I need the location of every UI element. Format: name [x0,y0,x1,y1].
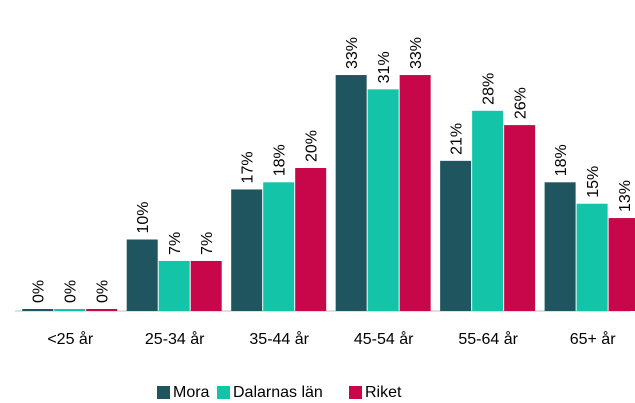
bar [440,160,472,311]
data-label: 18% [272,144,289,176]
x-tick-label: 35-44 år [249,330,309,348]
bar [335,75,367,311]
data-label: 7% [167,232,184,255]
legend-swatch [349,386,362,399]
bar [544,182,576,311]
data-label: 31% [376,51,393,83]
data-label: 15% [585,166,602,198]
data-label: 13% [617,180,634,212]
bar [190,260,222,311]
x-tick-label: 65+ år [570,330,616,348]
bar [22,309,54,311]
bar [263,182,295,311]
bar [504,125,536,311]
bar [86,309,118,311]
legend-label: Riket [365,384,402,401]
data-label: 33% [344,37,361,69]
x-tick-label: <25 år [47,330,93,348]
legend-swatch [157,386,170,399]
data-label: 18% [553,144,570,176]
bar [367,89,399,311]
data-label: 20% [304,130,321,162]
data-label: 10% [135,201,152,233]
x-tick-label: 25-34 år [145,330,205,348]
x-tick-label: 55-64 år [458,330,518,348]
x-tick-label: 45-54 år [354,330,414,348]
data-label: 21% [449,123,466,155]
data-label: 28% [481,73,498,105]
bar [576,203,608,311]
data-label: 17% [240,151,257,183]
bar [126,239,158,311]
bar [608,218,635,311]
bar [158,260,190,311]
data-label: 0% [63,280,80,303]
data-label: 0% [31,280,48,303]
legend-swatch [217,386,230,399]
data-label: 33% [408,37,425,69]
bar [399,75,431,311]
bar [472,110,504,311]
legend-label: Mora [173,384,210,401]
data-label: 7% [199,232,216,255]
bar [54,309,86,311]
bar [295,168,327,311]
legend-label: Dalarnas län [233,384,323,401]
data-label: 26% [513,87,530,119]
bar [231,189,263,311]
data-label: 0% [95,280,112,303]
